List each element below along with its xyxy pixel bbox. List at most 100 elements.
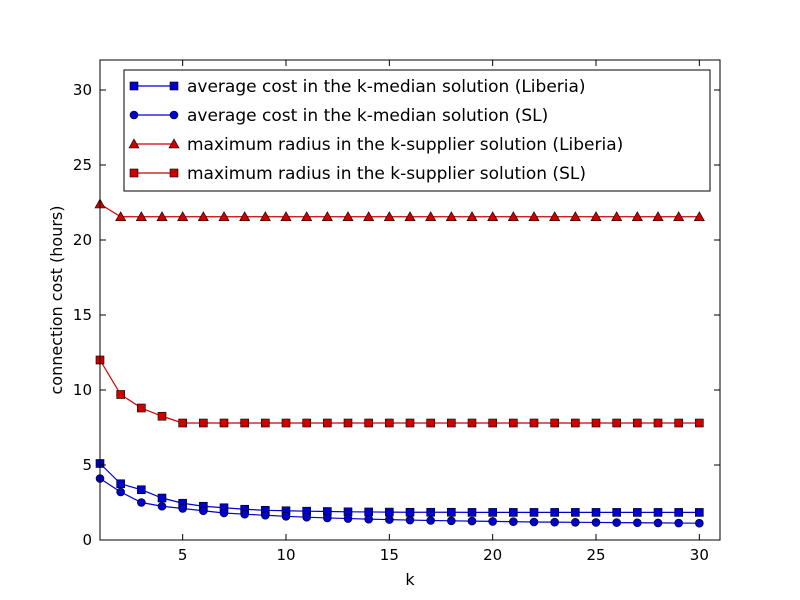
y-tick-label: 30 bbox=[73, 81, 92, 99]
x-tick-label: 20 bbox=[483, 546, 502, 564]
data-point bbox=[342, 211, 354, 222]
data-point bbox=[487, 211, 499, 222]
data-point bbox=[695, 418, 704, 428]
data-point bbox=[509, 517, 518, 527]
legend: average cost in the k-median solution (L… bbox=[123, 69, 711, 192]
data-point bbox=[445, 211, 457, 222]
series-line bbox=[99, 203, 700, 218]
data-point bbox=[426, 507, 435, 517]
data-point bbox=[509, 508, 518, 517]
data-point bbox=[177, 211, 189, 222]
data-point bbox=[157, 493, 167, 503]
series-line bbox=[99, 359, 700, 424]
data-point bbox=[156, 211, 168, 222]
data-point bbox=[178, 504, 187, 513]
legend-label: average cost in the k-median solution (S… bbox=[187, 106, 548, 126]
legend-marker bbox=[169, 110, 179, 120]
data-point bbox=[157, 411, 167, 421]
data-point bbox=[507, 211, 519, 222]
legend-box bbox=[123, 69, 711, 192]
x-tick-label: 25 bbox=[586, 546, 605, 564]
data-point bbox=[529, 517, 539, 527]
data-point bbox=[488, 517, 497, 526]
series-1 bbox=[95, 459, 704, 517]
data-point bbox=[343, 418, 353, 428]
data-point bbox=[447, 507, 456, 517]
data-point bbox=[240, 509, 249, 519]
data-point bbox=[674, 418, 683, 428]
data-point bbox=[405, 515, 415, 525]
data-point bbox=[612, 518, 621, 527]
data-point bbox=[569, 211, 581, 222]
y-tick-label: 15 bbox=[73, 306, 92, 324]
x-tick-label: 15 bbox=[380, 546, 399, 564]
data-point bbox=[364, 514, 373, 524]
data-point bbox=[633, 418, 642, 428]
data-point bbox=[363, 211, 375, 222]
legend-marker bbox=[129, 168, 139, 178]
data-point bbox=[591, 418, 601, 428]
x-tick-label: 10 bbox=[276, 546, 295, 564]
data-point bbox=[633, 518, 642, 528]
data-point bbox=[197, 211, 209, 222]
data-point bbox=[695, 518, 704, 528]
data-point bbox=[405, 418, 415, 428]
data-point bbox=[695, 508, 704, 517]
legend-marker bbox=[169, 81, 179, 91]
data-point bbox=[385, 515, 394, 524]
data-point bbox=[653, 508, 663, 517]
data-point bbox=[385, 418, 394, 428]
data-point bbox=[467, 516, 477, 526]
series-layer bbox=[94, 198, 705, 528]
data-point bbox=[612, 418, 621, 428]
data-point bbox=[693, 211, 705, 222]
y-tick-label: 5 bbox=[82, 456, 92, 474]
data-point bbox=[447, 418, 456, 428]
data-point bbox=[425, 211, 437, 222]
data-point bbox=[199, 506, 208, 516]
data-point bbox=[633, 508, 642, 517]
y-tick-label: 0 bbox=[82, 531, 92, 549]
data-point bbox=[261, 510, 270, 520]
data-point bbox=[549, 211, 561, 222]
data-point bbox=[137, 403, 146, 413]
data-point bbox=[218, 211, 230, 222]
data-point bbox=[467, 418, 477, 428]
data-point bbox=[509, 418, 518, 428]
data-point bbox=[281, 511, 291, 521]
legend-item: maximum radius in the k-supplier solutio… bbox=[129, 164, 586, 184]
data-point bbox=[652, 211, 664, 222]
data-point bbox=[240, 418, 249, 428]
data-point bbox=[157, 501, 167, 511]
plot-frame bbox=[99, 59, 721, 541]
y-tick-label: 25 bbox=[73, 156, 92, 174]
data-point bbox=[447, 516, 456, 526]
data-point bbox=[426, 516, 435, 525]
data-point bbox=[591, 518, 601, 527]
y-axis-label: connection cost (hours) bbox=[47, 206, 66, 395]
data-point bbox=[590, 211, 602, 222]
data-point bbox=[488, 418, 497, 428]
legend-label: maximum radius in the k-supplier solutio… bbox=[187, 135, 623, 155]
y-tick-label: 10 bbox=[73, 381, 92, 399]
data-point bbox=[301, 211, 313, 222]
data-point bbox=[488, 508, 497, 517]
data-point bbox=[404, 211, 416, 222]
legend-marker bbox=[129, 81, 139, 91]
y-tick-label: 20 bbox=[73, 231, 92, 249]
data-point bbox=[364, 507, 373, 517]
data-point bbox=[199, 418, 208, 428]
data-point bbox=[631, 211, 643, 222]
legend-marker bbox=[169, 168, 179, 178]
data-point bbox=[653, 518, 663, 528]
data-point bbox=[383, 211, 395, 222]
data-point bbox=[281, 418, 291, 428]
data-point bbox=[571, 418, 580, 428]
x-axis-label: k bbox=[405, 570, 415, 589]
data-point bbox=[280, 211, 292, 222]
series-3 bbox=[94, 198, 705, 222]
data-point bbox=[259, 211, 271, 222]
data-point bbox=[529, 418, 539, 428]
data-point bbox=[426, 418, 435, 428]
